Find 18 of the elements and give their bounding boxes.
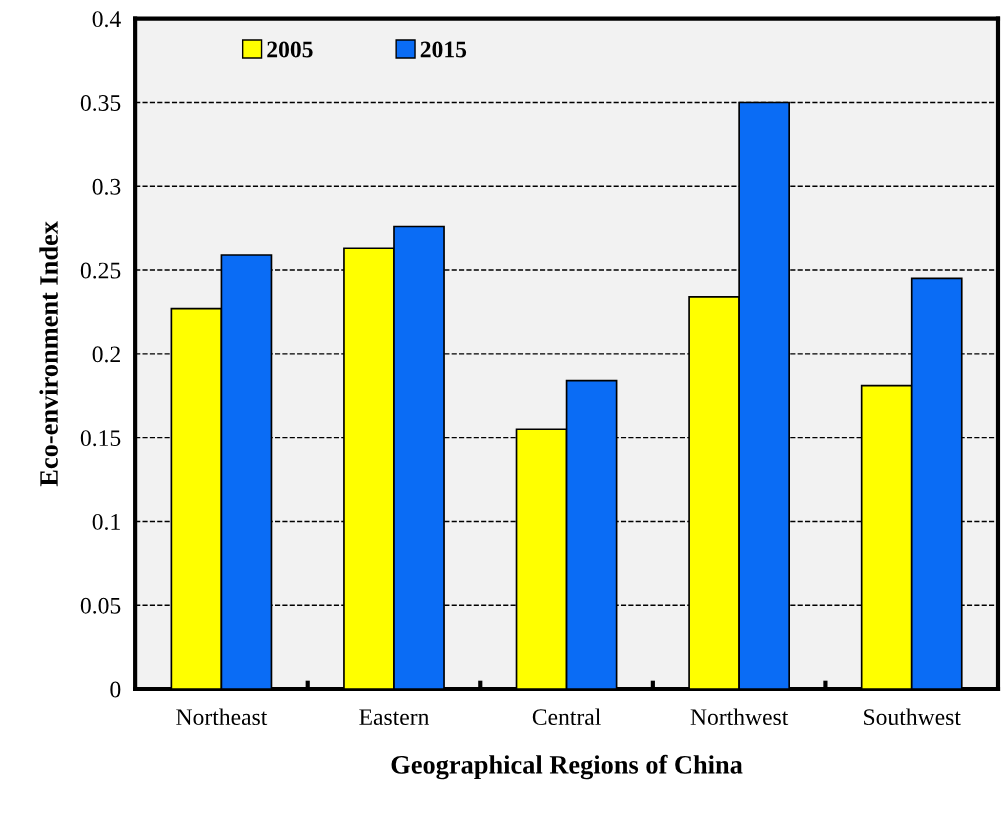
y-tick-label: 0.15 bbox=[80, 430, 121, 447]
legend-label: 2005 bbox=[267, 41, 313, 58]
x-tick-label: Central bbox=[532, 708, 601, 726]
y-axis-title: Eco-environment Index bbox=[39, 221, 58, 487]
x-tick-label: Eastern bbox=[359, 709, 430, 726]
y-tick-label: 0.2 bbox=[92, 346, 120, 363]
x-tick-label: Northwest bbox=[690, 708, 789, 726]
x-tick-label: Southwest bbox=[864, 708, 961, 726]
y-tick-label: 0 bbox=[110, 681, 121, 698]
y-tick-label: 0.25 bbox=[80, 262, 121, 279]
y-tick-label: 0.3 bbox=[92, 178, 121, 195]
y-tick-label: 0.05 bbox=[80, 597, 121, 614]
y-tick-label: 0.35 bbox=[80, 94, 121, 112]
y-tick-label: 0.1 bbox=[92, 513, 120, 530]
y-tick-label: 0.4 bbox=[92, 11, 121, 28]
x-tick-label: Northeast bbox=[176, 708, 268, 726]
legend-label: 2015 bbox=[420, 41, 467, 58]
x-axis-title: Geographical Regions of China bbox=[391, 754, 743, 780]
